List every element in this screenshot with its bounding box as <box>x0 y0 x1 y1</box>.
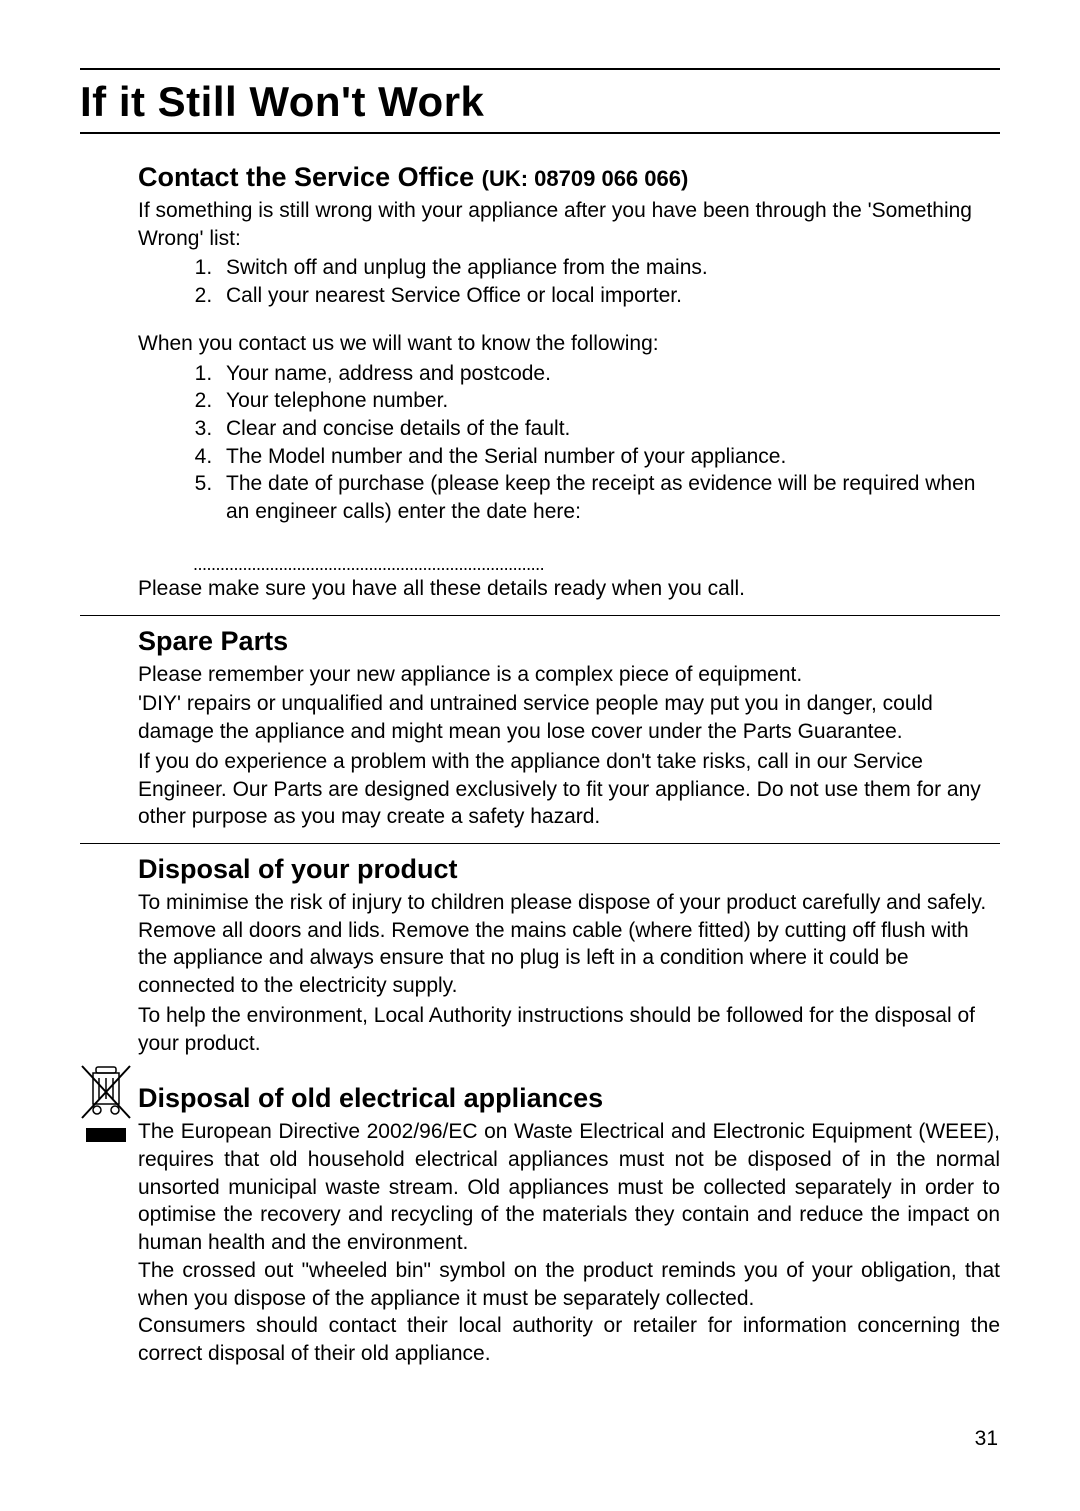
list-item: Switch off and unplug the appliance from… <box>218 254 1000 282</box>
spare-heading: Spare Parts <box>138 626 1000 657</box>
contact-steps-b: Your name, address and postcode. Your te… <box>218 360 1000 526</box>
contact-heading: Contact the Service Office (UK: 08709 06… <box>138 162 1000 193</box>
title-rule <box>80 132 1000 134</box>
page-title: If it Still Won't Work <box>80 78 1000 126</box>
contact-section: Contact the Service Office (UK: 08709 06… <box>138 162 1000 1368</box>
disposal-product-p1: To minimise the risk of injury to childr… <box>138 889 1000 1000</box>
list-item: Your telephone number. <box>218 387 1000 415</box>
page-number: 31 <box>975 1427 998 1451</box>
disposal-old-p2: The crossed out "wheeled bin" symbol on … <box>138 1257 1000 1312</box>
disposal-old-heading: Disposal of old electrical appliances <box>138 1083 1000 1114</box>
disposal-old-p3: Consumers should contact their local aut… <box>138 1312 1000 1367</box>
spare-p2: 'DIY' repairs or unqualified and untrain… <box>138 690 1000 745</box>
section-rule <box>80 843 1000 844</box>
disposal-old-p1: The European Directive 2002/96/EC on Was… <box>138 1118 1000 1257</box>
contact-phone: (UK: 08709 066 066) <box>482 166 689 191</box>
spare-p1: Please remember your new appliance is a … <box>138 661 1000 689</box>
weee-bar <box>86 1128 126 1142</box>
list-item: The date of purchase (please keep the re… <box>218 470 1000 525</box>
weee-bin-icon <box>80 1064 132 1142</box>
contact-heading-text: Contact the Service Office <box>138 162 474 192</box>
contact-intro: If something is still wrong with your ap… <box>138 197 1000 252</box>
contact-mid: When you contact us we will want to know… <box>138 330 1000 358</box>
disposal-product-p2: To help the environment, Local Authority… <box>138 1002 1000 1057</box>
top-rule <box>80 68 1000 70</box>
contact-steps-a: Switch off and unplug the appliance from… <box>218 254 1000 309</box>
contact-closing: Please make sure you have all these deta… <box>138 575 1000 603</box>
disposal-product-heading: Disposal of your product <box>138 854 1000 885</box>
date-entry-line: ........................................… <box>193 554 1000 575</box>
section-rule <box>80 615 1000 616</box>
spare-p3: If you do experience a problem with the … <box>138 748 1000 831</box>
list-item: Clear and concise details of the fault. <box>218 415 1000 443</box>
list-item: Call your nearest Service Office or loca… <box>218 282 1000 310</box>
list-item: Your name, address and postcode. <box>218 360 1000 388</box>
list-item: The Model number and the Serial number o… <box>218 443 1000 471</box>
